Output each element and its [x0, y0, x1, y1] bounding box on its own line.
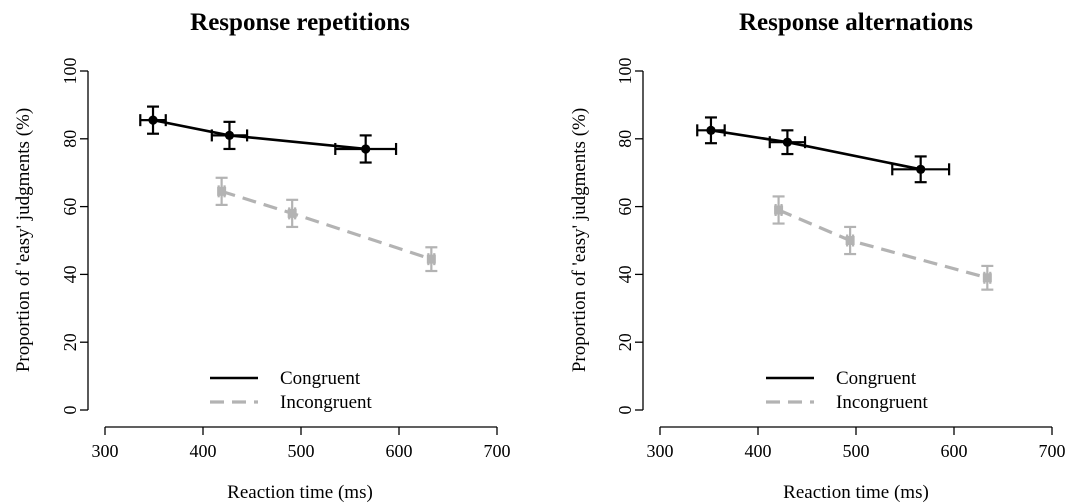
data-point [140, 107, 165, 134]
y-tick-label: 80 [615, 130, 635, 148]
panel-response-repetitions: Response repetitions Reaction time (ms) … [13, 9, 511, 503]
x-tick-label: 600 [941, 441, 968, 461]
y-tick-label: 20 [615, 333, 635, 351]
circle-marker [783, 138, 792, 147]
legend-label-congruent: Congruent [836, 368, 917, 389]
series-marks [140, 107, 437, 271]
series-line-congruent [711, 130, 921, 169]
data-point [286, 200, 298, 227]
square-marker [217, 187, 226, 196]
legend-label-incongruent: Incongruent [836, 392, 929, 413]
x-tick-label: 500 [288, 441, 315, 461]
y-tick-label: 100 [615, 58, 635, 85]
x-axis-label: Reaction time (ms) [227, 482, 373, 503]
x-axis-label: Reaction time (ms) [783, 482, 929, 503]
data-point [773, 196, 785, 223]
y-tick-label: 100 [60, 58, 80, 85]
y-tick-label: 60 [60, 198, 80, 216]
circle-marker [916, 165, 925, 174]
data-point [844, 227, 856, 254]
y-tick-label: 40 [615, 265, 635, 283]
y-tick-label: 60 [615, 198, 635, 216]
y-axis-label: Proportion of 'easy' judgments (%) [13, 108, 34, 372]
square-marker [774, 205, 783, 214]
x-tick-label: 300 [92, 441, 119, 461]
x-tick-label: 700 [484, 441, 511, 461]
x-tick-label: 500 [843, 441, 870, 461]
y-tick-label: 20 [60, 333, 80, 351]
square-marker [846, 236, 855, 245]
x-tick-label: 400 [190, 441, 217, 461]
x-tick-label: 400 [745, 441, 772, 461]
square-marker [983, 273, 992, 282]
series-line-congruent [153, 120, 366, 149]
circle-marker [361, 144, 370, 153]
series-line-incongruent [779, 210, 988, 278]
panel-response-alternations: Response alternations Reaction time (ms)… [569, 9, 1066, 503]
data-point [770, 130, 805, 154]
data-point [212, 122, 247, 149]
data-point [216, 178, 228, 205]
legend-label-incongruent: Incongruent [280, 392, 373, 413]
data-point [697, 117, 724, 143]
circle-marker [706, 126, 715, 135]
data-point [981, 266, 993, 290]
legend-label-congruent: Congruent [280, 368, 361, 389]
y-tick-label: 40 [60, 265, 80, 283]
square-marker [427, 255, 436, 264]
x-tick-label: 600 [386, 441, 413, 461]
circle-marker [148, 116, 157, 125]
x-tick-label: 300 [647, 441, 674, 461]
x-tick-label: 700 [1039, 441, 1066, 461]
series-marks [697, 117, 993, 289]
square-marker [288, 209, 297, 218]
y-tick-label: 0 [60, 406, 80, 415]
y-tick-label: 80 [60, 130, 80, 148]
chart-title: Response repetitions [190, 9, 410, 36]
y-tick-label: 0 [615, 406, 635, 415]
series-line-incongruent [222, 191, 432, 259]
chart-title: Response alternations [739, 9, 973, 36]
legend: Congruent Incongruent [210, 368, 373, 413]
y-axis-label: Proportion of 'easy' judgments (%) [569, 108, 590, 372]
legend: Congruent Incongruent [766, 368, 929, 413]
data-point [425, 247, 437, 271]
data-point [892, 156, 949, 182]
data-point [335, 135, 396, 162]
circle-marker [225, 131, 234, 140]
